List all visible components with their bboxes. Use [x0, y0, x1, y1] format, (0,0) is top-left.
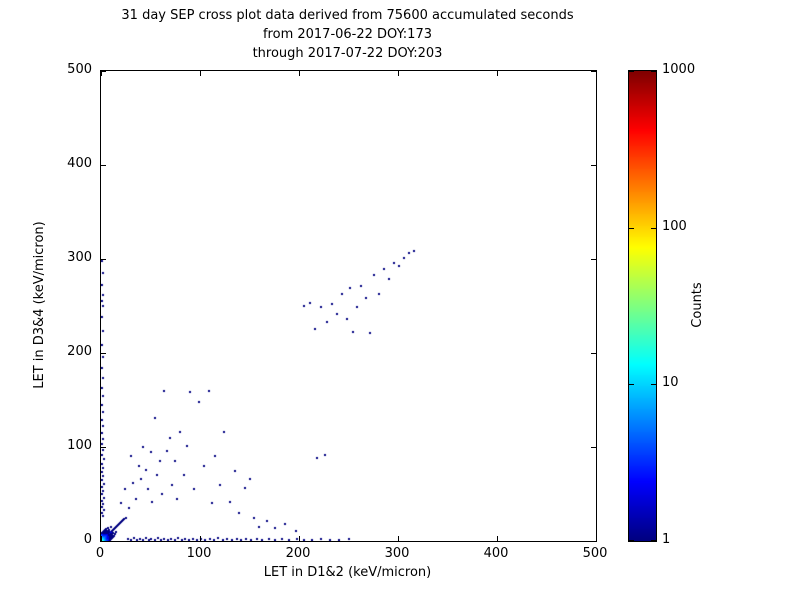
y-tick-mark [101, 71, 106, 72]
y-tick-mark [591, 447, 596, 448]
y-tick-mark [101, 541, 106, 542]
colorbar-tick-mark [651, 71, 656, 72]
y-tick-mark [591, 541, 596, 542]
x-tick-label: 100 [186, 546, 212, 561]
chart-subtitle-through: through 2017-07-22 DOY:203 [252, 46, 443, 61]
colorbar-tick-label: 1 [662, 532, 671, 547]
x-tick-mark [299, 536, 300, 541]
title-block: 31 day SEP cross plot data derived from … [100, 6, 595, 63]
chart-subtitle-from: from 2017-06-22 DOY:173 [262, 27, 432, 42]
colorbar-tick-mark [629, 540, 634, 541]
scatter-canvas [101, 71, 596, 541]
y-tick-mark [591, 259, 596, 260]
x-tick-label: 300 [384, 546, 410, 561]
colorbar-tick-mark [651, 228, 656, 229]
x-tick-mark [299, 71, 300, 76]
colorbar-tick-label: 1000 [662, 62, 696, 77]
colorbar-tick-label: 100 [662, 219, 687, 234]
colorbar-tick-mark [629, 71, 634, 72]
x-tick-mark [200, 536, 201, 541]
y-tick-label: 500 [67, 62, 92, 77]
y-tick-mark [101, 259, 106, 260]
x-tick-label: 0 [95, 546, 105, 561]
x-tick-mark [497, 71, 498, 76]
colorbar-canvas [629, 71, 656, 541]
x-tick-mark [398, 536, 399, 541]
x-tick-mark [596, 71, 597, 76]
colorbar-tick-label: 10 [662, 375, 679, 390]
x-tick-label: 200 [285, 546, 311, 561]
colorbar [628, 70, 657, 542]
y-axis-label: LET in D3&4 (keV/micron) [32, 221, 47, 389]
colorbar-tick-mark [629, 384, 634, 385]
y-tick-mark [591, 71, 596, 72]
colorbar-tick-mark [651, 384, 656, 385]
y-tick-label: 200 [67, 344, 92, 359]
x-tick-label: 500 [582, 546, 608, 561]
y-tick-label: 400 [67, 156, 92, 171]
x-tick-mark [596, 536, 597, 541]
x-tick-mark [398, 71, 399, 76]
y-tick-mark [591, 353, 596, 354]
y-tick-mark [101, 353, 106, 354]
colorbar-tick-mark [651, 540, 656, 541]
plot-area [100, 70, 597, 542]
x-tick-label: 400 [483, 546, 509, 561]
x-tick-mark [101, 71, 102, 76]
x-tick-mark [497, 536, 498, 541]
x-tick-mark [101, 536, 102, 541]
x-axis-label: LET in D1&2 (keV/micron) [263, 565, 432, 580]
colorbar-tick-mark [629, 228, 634, 229]
y-tick-mark [591, 165, 596, 166]
y-tick-mark [101, 165, 106, 166]
colorbar-label: Counts [690, 282, 705, 328]
y-tick-mark [101, 447, 106, 448]
y-tick-label: 100 [67, 438, 92, 453]
x-tick-mark [200, 71, 201, 76]
chart-title: 31 day SEP cross plot data derived from … [121, 8, 574, 23]
y-tick-label: 300 [67, 250, 92, 265]
y-tick-label: 0 [83, 532, 92, 547]
